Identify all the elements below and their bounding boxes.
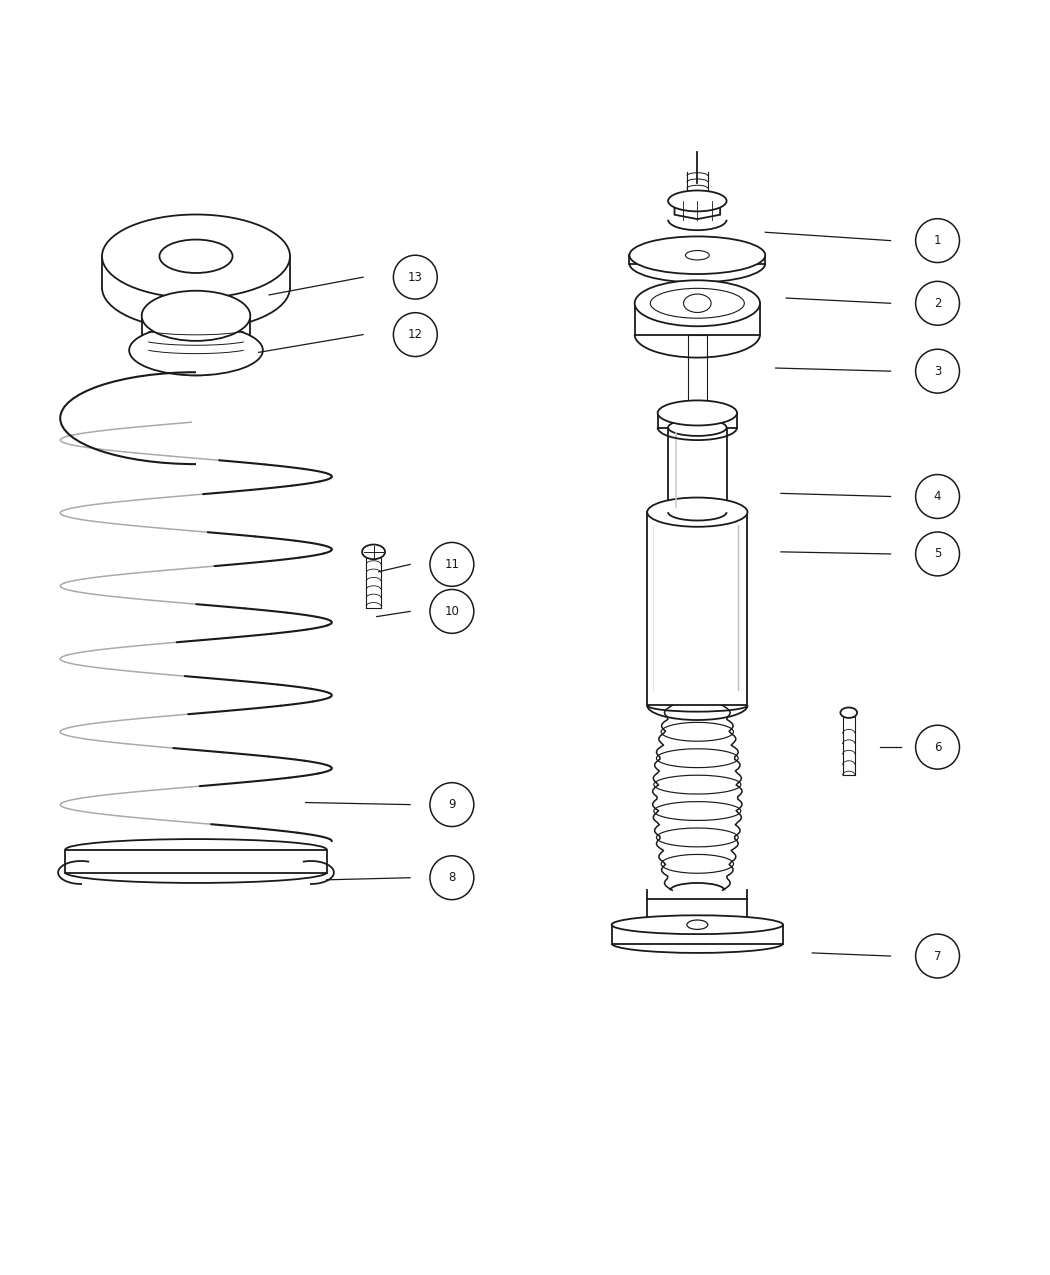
Circle shape <box>429 542 474 586</box>
Text: 13: 13 <box>407 270 423 283</box>
Ellipse shape <box>668 419 727 436</box>
Polygon shape <box>629 255 765 264</box>
Circle shape <box>916 219 960 263</box>
Polygon shape <box>612 924 783 944</box>
Ellipse shape <box>142 291 250 340</box>
Ellipse shape <box>668 190 727 212</box>
Ellipse shape <box>650 288 744 319</box>
Text: 8: 8 <box>448 871 456 885</box>
Polygon shape <box>142 316 250 351</box>
Text: 1: 1 <box>933 235 941 247</box>
Ellipse shape <box>102 214 290 298</box>
Ellipse shape <box>687 921 708 929</box>
Text: 2: 2 <box>933 297 941 310</box>
Ellipse shape <box>362 544 385 560</box>
Text: 3: 3 <box>933 365 941 377</box>
Ellipse shape <box>686 250 709 260</box>
Ellipse shape <box>840 708 857 718</box>
Ellipse shape <box>629 236 765 274</box>
Polygon shape <box>647 513 748 705</box>
Polygon shape <box>634 303 760 334</box>
Text: 7: 7 <box>933 950 941 963</box>
Circle shape <box>394 312 437 357</box>
Text: 5: 5 <box>933 547 941 561</box>
Ellipse shape <box>612 915 783 935</box>
Ellipse shape <box>684 295 711 312</box>
Polygon shape <box>65 849 327 872</box>
Text: 9: 9 <box>448 798 456 811</box>
Circle shape <box>916 725 960 769</box>
Circle shape <box>429 856 474 900</box>
Text: 4: 4 <box>933 490 941 504</box>
Ellipse shape <box>634 280 760 326</box>
Ellipse shape <box>129 325 262 375</box>
Circle shape <box>916 349 960 393</box>
Circle shape <box>916 532 960 576</box>
Polygon shape <box>647 899 748 924</box>
Circle shape <box>429 589 474 634</box>
Circle shape <box>394 255 437 300</box>
Circle shape <box>916 935 960 978</box>
Polygon shape <box>668 427 727 513</box>
Polygon shape <box>102 256 290 288</box>
Circle shape <box>916 282 960 325</box>
Text: 12: 12 <box>407 328 423 342</box>
Text: 10: 10 <box>444 604 459 618</box>
Text: 11: 11 <box>444 558 460 571</box>
Ellipse shape <box>647 497 748 527</box>
Circle shape <box>916 474 960 519</box>
Text: 6: 6 <box>933 741 941 754</box>
Ellipse shape <box>657 400 737 426</box>
Polygon shape <box>688 334 707 409</box>
Circle shape <box>429 783 474 826</box>
Polygon shape <box>674 201 720 219</box>
Polygon shape <box>657 413 737 427</box>
Ellipse shape <box>160 240 232 273</box>
